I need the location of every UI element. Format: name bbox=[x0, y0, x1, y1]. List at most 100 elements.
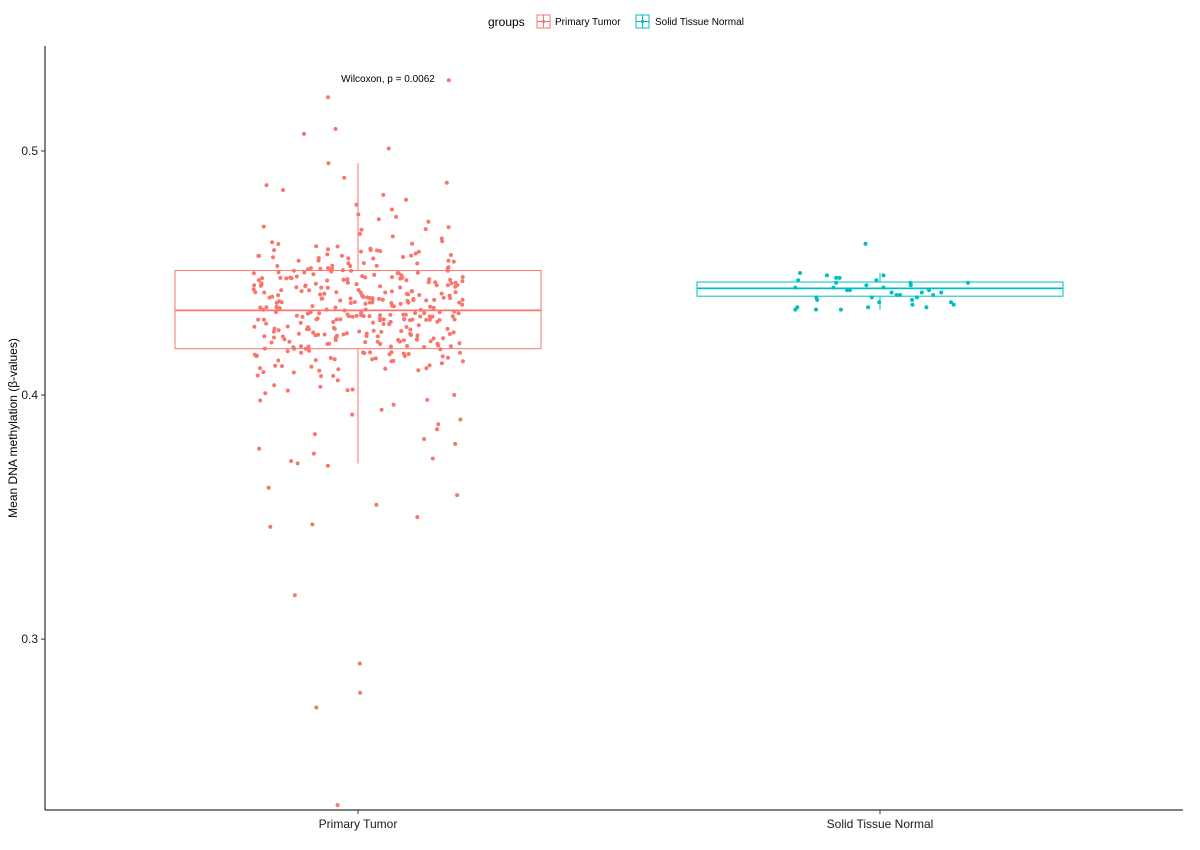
data-point bbox=[424, 317, 429, 322]
series-0 bbox=[174, 78, 542, 808]
data-point bbox=[375, 334, 380, 339]
data-point bbox=[280, 364, 284, 369]
data-point bbox=[428, 304, 433, 309]
data-point bbox=[346, 314, 351, 319]
data-point bbox=[404, 278, 409, 283]
data-point bbox=[278, 275, 283, 280]
data-point bbox=[329, 266, 334, 271]
data-point bbox=[294, 313, 299, 318]
data-point bbox=[354, 313, 359, 318]
data-point bbox=[325, 252, 330, 257]
data-point bbox=[389, 289, 394, 294]
data-point bbox=[966, 280, 970, 285]
data-point bbox=[439, 291, 444, 296]
data-point bbox=[389, 344, 393, 349]
data-point bbox=[363, 340, 368, 345]
data-point bbox=[309, 364, 314, 369]
data-point bbox=[346, 256, 351, 261]
data-point bbox=[838, 307, 843, 312]
data-point bbox=[437, 310, 442, 315]
data-point bbox=[271, 329, 276, 334]
data-point bbox=[449, 281, 454, 286]
data-point bbox=[257, 446, 262, 451]
data-point bbox=[457, 300, 462, 305]
data-point bbox=[446, 265, 451, 270]
data-point bbox=[261, 317, 266, 322]
data-point bbox=[322, 291, 327, 296]
data-point bbox=[279, 288, 284, 293]
data-point bbox=[446, 355, 450, 360]
data-point bbox=[311, 272, 316, 277]
data-point bbox=[333, 335, 338, 340]
data-point bbox=[330, 263, 335, 268]
data-point bbox=[357, 661, 362, 666]
data-point bbox=[276, 242, 281, 246]
data-point bbox=[361, 294, 366, 299]
data-point bbox=[460, 302, 465, 307]
data-point bbox=[845, 288, 849, 293]
data-point bbox=[311, 330, 316, 335]
data-point bbox=[262, 334, 267, 339]
data-point bbox=[426, 280, 431, 285]
data-point bbox=[251, 271, 256, 276]
data-point bbox=[285, 349, 290, 354]
data-point bbox=[269, 340, 274, 345]
data-point bbox=[451, 259, 456, 264]
data-point bbox=[292, 593, 297, 598]
data-point bbox=[340, 268, 345, 273]
data-point bbox=[331, 320, 336, 324]
data-point bbox=[910, 297, 914, 302]
data-point bbox=[383, 290, 388, 295]
plot-area bbox=[174, 78, 1064, 808]
data-point bbox=[368, 248, 373, 252]
data-point bbox=[271, 255, 275, 260]
data-point bbox=[363, 307, 368, 312]
data-point bbox=[381, 322, 386, 326]
data-point bbox=[403, 312, 408, 317]
data-point bbox=[345, 277, 350, 282]
data-point bbox=[448, 344, 453, 349]
data-point bbox=[422, 345, 427, 349]
data-point bbox=[367, 296, 372, 300]
data-point bbox=[332, 357, 337, 362]
data-point bbox=[440, 354, 445, 359]
data-point bbox=[377, 296, 381, 301]
data-point bbox=[356, 212, 361, 217]
legend-title: groups bbox=[488, 15, 525, 29]
data-point bbox=[258, 366, 263, 371]
data-point bbox=[348, 301, 353, 305]
data-point bbox=[363, 275, 368, 280]
data-point bbox=[378, 284, 383, 289]
data-point bbox=[300, 314, 305, 319]
data-point bbox=[444, 180, 449, 185]
data-point bbox=[376, 217, 381, 222]
data-point bbox=[430, 456, 435, 461]
data-point bbox=[379, 407, 384, 412]
data-point bbox=[289, 459, 294, 463]
data-point bbox=[422, 311, 427, 316]
data-point bbox=[335, 803, 340, 808]
data-point bbox=[877, 300, 882, 305]
data-point bbox=[409, 289, 414, 294]
data-point bbox=[450, 314, 455, 319]
data-point bbox=[258, 283, 263, 288]
data-point bbox=[866, 305, 871, 310]
data-point bbox=[335, 244, 340, 249]
data-point bbox=[423, 227, 428, 232]
data-point bbox=[367, 314, 372, 319]
y-tick-label: 0.3 bbox=[21, 632, 38, 646]
data-point bbox=[360, 274, 365, 279]
data-point bbox=[371, 328, 376, 333]
data-point bbox=[318, 266, 323, 271]
data-point bbox=[445, 326, 450, 331]
data-point bbox=[256, 317, 261, 322]
data-point bbox=[453, 441, 458, 446]
data-point bbox=[350, 387, 355, 392]
data-point bbox=[457, 341, 462, 346]
data-point bbox=[342, 308, 347, 313]
data-point bbox=[398, 285, 403, 290]
data-point bbox=[441, 336, 446, 341]
data-point bbox=[814, 307, 818, 312]
data-point bbox=[307, 348, 312, 353]
